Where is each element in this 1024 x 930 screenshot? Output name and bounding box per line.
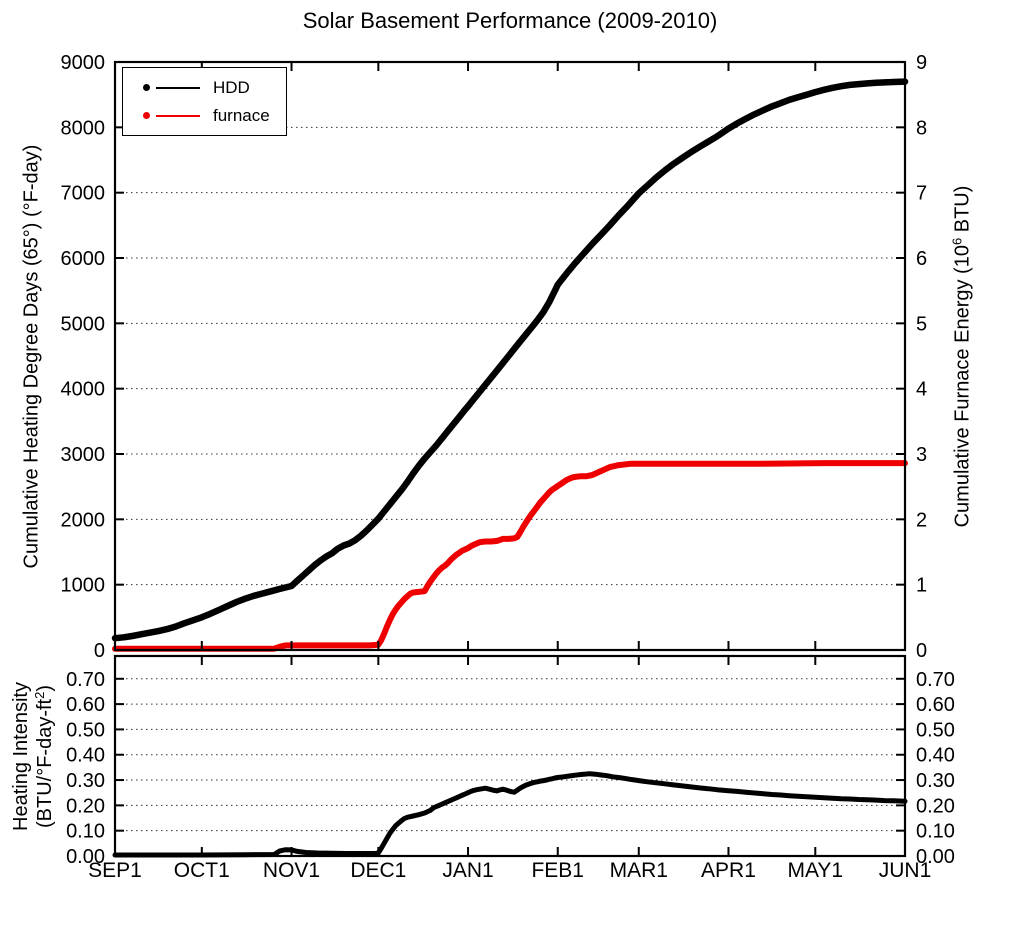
panel-frame-cumulative <box>113 60 907 652</box>
y-tick-label-left: 0 <box>94 640 105 662</box>
y-tick-label-right: 0.70 <box>916 669 955 691</box>
y-tick-label-left: 9000 <box>61 52 106 74</box>
x-tick-label: NOV1 <box>263 859 320 882</box>
y-tick-label-right: 0.10 <box>916 821 955 843</box>
x-tick-label: DEC1 <box>350 859 406 882</box>
legend-entry-hdd: HDD <box>143 76 270 99</box>
series-group-cumulative <box>111 78 909 652</box>
y-tick-label-right: 9 <box>916 52 927 74</box>
y-ticks-cumulative: 0 1000 2000 3000 4000 5000 6000 7000 8000 9000 0 1 2… <box>61 52 928 662</box>
x-tick-label: JAN1 <box>442 859 493 882</box>
legend-label-hdd: HDD <box>213 77 250 97</box>
x-tick-label: FEB1 <box>531 859 584 882</box>
x-tick-labels: SEP1 OCT1 NOV1 DEC1 JAN1 FEB1 MAR1 APR1 MAY1 JUN1 <box>88 859 931 882</box>
bottom-left-axis-label-text: Heating Intensity (BTU/°F-day-ft2) <box>10 682 57 831</box>
y-tick-label-right: 0 <box>916 640 927 662</box>
y-tick-label-right: 0.50 <box>916 719 955 741</box>
y-tick-label-left: 0.00 <box>66 846 105 868</box>
y-tick-label-left: 0.50 <box>66 719 105 741</box>
y-tick-label-left: 0.20 <box>66 795 105 817</box>
legend-label-furnace: furnace <box>213 105 270 125</box>
panel-frame-intensity <box>113 654 907 858</box>
legend-entry-furnace: furnace <box>143 104 270 127</box>
y-tick-label-right: 4 <box>916 379 927 401</box>
y-tick-label-right: 0.40 <box>916 745 955 767</box>
x-tick-label: SEP1 <box>88 859 142 882</box>
y-tick-label-right: 0.20 <box>916 795 955 817</box>
panel-cumulative: 0 1000 2000 3000 4000 5000 6000 7000 8000 9000 0 1 2… <box>61 52 928 662</box>
series-group-intensity <box>112 771 908 858</box>
y-tick-label-left: 0.40 <box>66 745 105 767</box>
x-tick-label: MAY1 <box>787 859 843 882</box>
chart-title: Solar Basement Performance (2009-2010) <box>302 8 718 33</box>
y-tick-label-left: 8000 <box>61 117 106 139</box>
y-tick-label-left: 0.70 <box>66 669 105 691</box>
y-ticks-intensity: 0.00 0.10 0.20 0.30 0.40 0.50 0.60 0.70 0.00 0.10… <box>66 669 955 868</box>
series-HDD <box>111 78 909 642</box>
y-tick-label-right: 0.60 <box>916 694 955 716</box>
x-tick-label: JUN1 <box>879 859 932 882</box>
bottom-left-axis-label-line2: (BTU/°F-day-ft2) <box>31 684 56 828</box>
y-tick-label-left: 1000 <box>61 575 106 597</box>
x-ticks-cumulative <box>114 62 906 650</box>
y-tick-label-right: 7 <box>916 183 927 205</box>
furnace-marker-icon <box>143 112 150 119</box>
y-tick-label-left: 0.30 <box>66 770 105 792</box>
x-tick-label: OCT1 <box>174 859 230 882</box>
legend: HDD furnace <box>122 67 287 136</box>
y-tick-label-right: 2 <box>916 509 927 531</box>
x-ticks-intensity <box>114 656 906 856</box>
y-tick-label-left: 7000 <box>61 183 106 205</box>
y-tick-label-left: 3000 <box>61 444 106 466</box>
hdd-marker-icon <box>143 84 150 91</box>
furnace-line-icon <box>156 114 200 117</box>
y-tick-label-right: 1 <box>916 575 927 597</box>
y-tick-label-left: 2000 <box>61 509 106 531</box>
gridlines-intensity <box>116 678 904 832</box>
top-left-axis-label-text: Cumulative Heating Degree Days (65°) (°F… <box>20 144 43 568</box>
series-heating-intensity <box>112 771 908 858</box>
y-tick-label-right: 0.00 <box>916 846 955 868</box>
hdd-line-icon <box>156 86 200 89</box>
series-furnace <box>112 460 908 652</box>
panel-intensity: 0.00 0.10 0.20 0.30 0.40 0.50 0.60 0.70 0.00 0.10… <box>66 654 955 868</box>
y-tick-label-left: 0.10 <box>66 821 105 843</box>
y-tick-label-left: 5000 <box>61 313 106 335</box>
y-tick-label-right: 0.30 <box>916 770 955 792</box>
top-right-axis-label-text: Cumulative Furnace Energy (106 BTU) <box>949 185 974 527</box>
top-right-axis-label: Cumulative Furnace Energy (106 BTU) <box>936 62 988 650</box>
x-tick-label: MAR1 <box>610 859 668 882</box>
y-tick-label-left: 0.60 <box>66 694 105 716</box>
top-left-axis-label: Cumulative Heating Degree Days (65°) (°F… <box>8 62 56 650</box>
y-tick-label-left: 6000 <box>61 248 106 270</box>
y-tick-label-right: 3 <box>916 444 927 466</box>
bottom-left-axis-label-line1: Heating Intensity <box>9 681 32 831</box>
x-tick-label: APR1 <box>701 859 756 882</box>
bottom-left-axis-label: Heating Intensity (BTU/°F-day-ft2) <box>0 656 66 856</box>
y-tick-label-left: 4000 <box>61 379 106 401</box>
y-tick-label-right: 6 <box>916 248 927 270</box>
y-tick-label-right: 8 <box>916 117 927 139</box>
y-tick-label-right: 5 <box>916 313 927 335</box>
